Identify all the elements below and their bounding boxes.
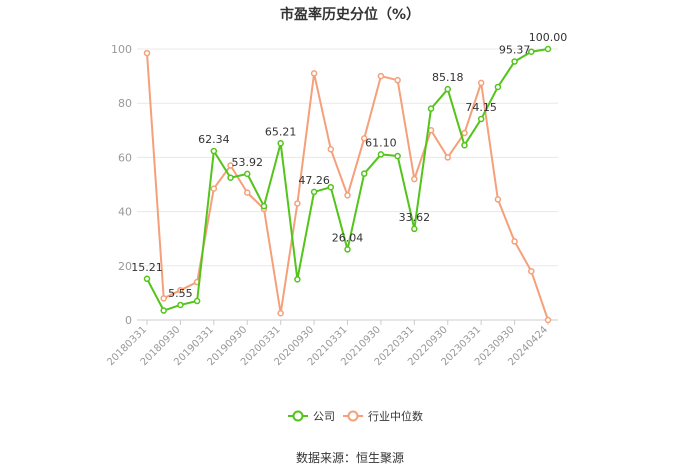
data-label: 33.62 [399,211,431,224]
legend-marker [292,410,304,422]
data-point-industry[interactable] [461,129,468,137]
legend-label: 公司 [313,410,335,423]
data-label: 85.18 [432,71,464,84]
series-line-company [146,48,549,312]
data-point-industry[interactable] [344,192,351,199]
data-point-industry[interactable] [528,267,535,275]
data-label: 100.00 [529,31,568,44]
data-point-company[interactable] [394,152,401,160]
data-point-company[interactable] [260,202,268,210]
legend-marker [347,410,359,422]
data-source: 数据来源：恒生聚源 [295,451,404,465]
data-point-company[interactable] [528,48,535,55]
data-point-industry[interactable] [177,286,184,294]
y-tick-label: 0 [125,314,132,327]
data-point-industry[interactable] [244,189,251,196]
data-point-company[interactable] [210,147,218,155]
data-point-company[interactable] [160,307,167,314]
data-point-industry[interactable] [327,146,335,153]
data-point-company[interactable] [444,85,451,93]
legend-label: 行业中位数 [368,409,423,423]
data-point-company[interactable] [327,183,335,191]
data-point-industry[interactable] [227,162,234,169]
data-point-company[interactable] [244,170,251,178]
data-label: 53.92 [232,156,264,169]
data-point-company[interactable] [277,140,284,147]
data-point-company[interactable] [461,141,468,149]
data-point-company[interactable] [193,297,201,305]
data-label: 65.21 [265,125,297,138]
data-point-industry[interactable] [511,238,518,245]
data-point-company[interactable] [411,225,418,233]
data-point-company[interactable] [143,275,151,283]
data-label: 61.10 [365,136,397,149]
data-point-industry[interactable] [360,135,368,142]
data-point-industry[interactable] [444,154,451,161]
data-point-industry[interactable] [143,49,151,57]
data-label: 15.21 [131,261,163,274]
data-point-industry[interactable] [160,295,167,302]
legend-item-company[interactable]: 公司 [288,410,335,423]
legend-item-industry[interactable]: 行业中位数 [343,409,423,423]
data-point-company[interactable] [494,83,502,91]
y-tick-label: 100 [111,43,132,56]
series-line-industry [146,52,549,321]
data-point-company[interactable] [310,188,318,196]
data-point-industry[interactable] [394,76,401,84]
data-label: 26.04 [332,231,364,244]
data-point-industry[interactable] [277,309,284,317]
data-point-company[interactable] [177,301,184,309]
data-point-industry[interactable] [310,70,318,77]
data-label: 95.37 [499,44,531,57]
data-point-industry[interactable] [210,185,218,192]
y-tick-label: 20 [118,260,132,273]
data-point-industry[interactable] [427,127,435,134]
data-label: 62.34 [198,133,230,146]
data-point-company[interactable] [511,58,518,65]
data-label: 47.26 [298,174,330,187]
data-point-company[interactable] [344,246,351,253]
data-point-industry[interactable] [294,200,301,207]
legend[interactable]: 公司 行业中位数 [288,409,423,423]
series-layer [143,45,552,324]
data-point-company[interactable] [544,45,552,53]
y-tick-label: 60 [118,151,132,164]
grid-layer [137,48,558,267]
chart-title: 市盈率历史分位（%） [279,7,421,23]
data-point-industry[interactable] [544,316,552,324]
data-point-industry[interactable] [477,79,485,87]
y-tick-label: 80 [118,97,132,110]
data-point-company[interactable] [360,170,368,177]
data-label: 5.55 [168,287,193,300]
data-point-industry[interactable] [494,196,502,203]
data-point-company[interactable] [227,174,234,181]
data-point-company[interactable] [294,276,301,283]
data-point-company[interactable] [377,151,385,158]
data-point-industry[interactable] [377,72,385,80]
axis-layer: 0204060801002018033120180930201903312019… [105,43,558,368]
data-point-company[interactable] [427,105,435,112]
data-point-industry[interactable] [411,175,418,183]
data-point-company[interactable] [477,115,485,123]
y-tick-label: 40 [118,206,132,219]
data-label: 74.15 [465,101,497,114]
